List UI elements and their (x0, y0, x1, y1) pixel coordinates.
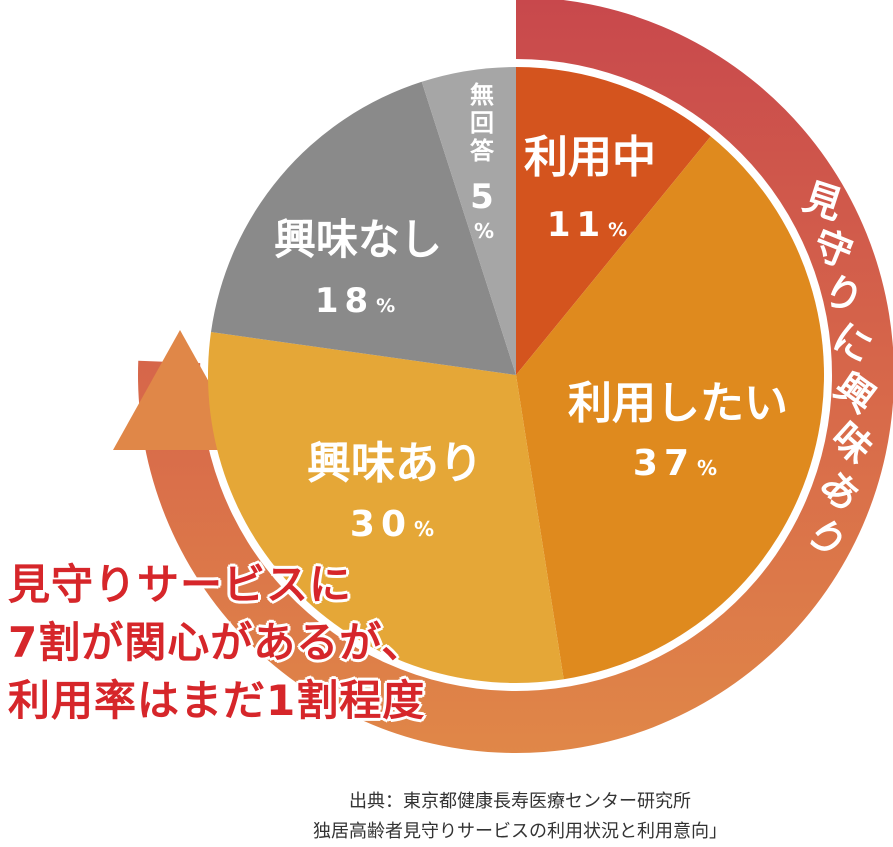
headline-line-1: 見守りサービスに (8, 560, 353, 609)
slice-unit: % (474, 219, 494, 243)
headline: 見守りサービスに 7割が関心があるが、 利用率はまだ1割程度 (8, 556, 425, 730)
slice-label-char: 無 (470, 81, 494, 109)
slice-value: 30% (350, 504, 440, 545)
slice-label: 利用したい (568, 378, 788, 429)
pie-slice (421, 67, 516, 375)
pie-slice (211, 81, 516, 375)
headline-line-3: 利用率はまだ1割程度 (8, 676, 426, 725)
slice-label-char: 回 (470, 109, 494, 137)
pie-slice (207, 332, 564, 683)
slice-label-char: 答 (470, 137, 495, 165)
slice-label: 興味あり (307, 438, 483, 489)
source-line-1: 出典：東京都健康長寿医療センター研究所 (349, 791, 691, 812)
headline-line-2: 7割が関心があるが、 (8, 618, 425, 667)
slice-label: 利用中 (524, 132, 656, 183)
source-line-2: 独居高齢者見守りサービスの利用状況と利用意向」 (313, 821, 727, 842)
pie-slice (516, 136, 824, 680)
slice-label: 興味なし (274, 215, 442, 264)
pie-slice (516, 67, 711, 375)
slice-value: 5 (470, 177, 494, 217)
